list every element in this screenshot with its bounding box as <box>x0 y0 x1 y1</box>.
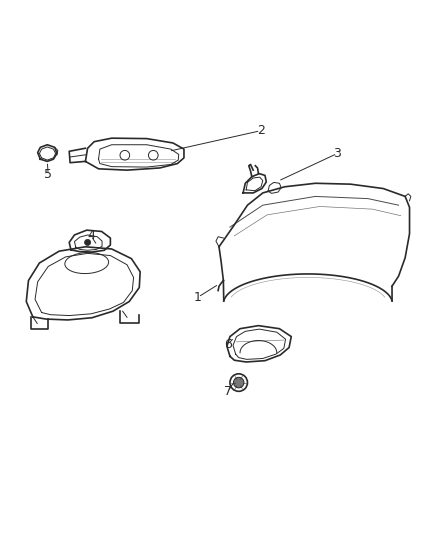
Circle shape <box>233 377 244 388</box>
Text: 1: 1 <box>194 290 202 304</box>
Text: 3: 3 <box>333 147 341 160</box>
Circle shape <box>85 239 91 246</box>
Text: 7: 7 <box>224 385 232 398</box>
Text: 4: 4 <box>87 229 95 243</box>
Text: 5: 5 <box>44 168 52 181</box>
Text: 6: 6 <box>224 338 232 351</box>
Text: 2: 2 <box>257 124 265 137</box>
